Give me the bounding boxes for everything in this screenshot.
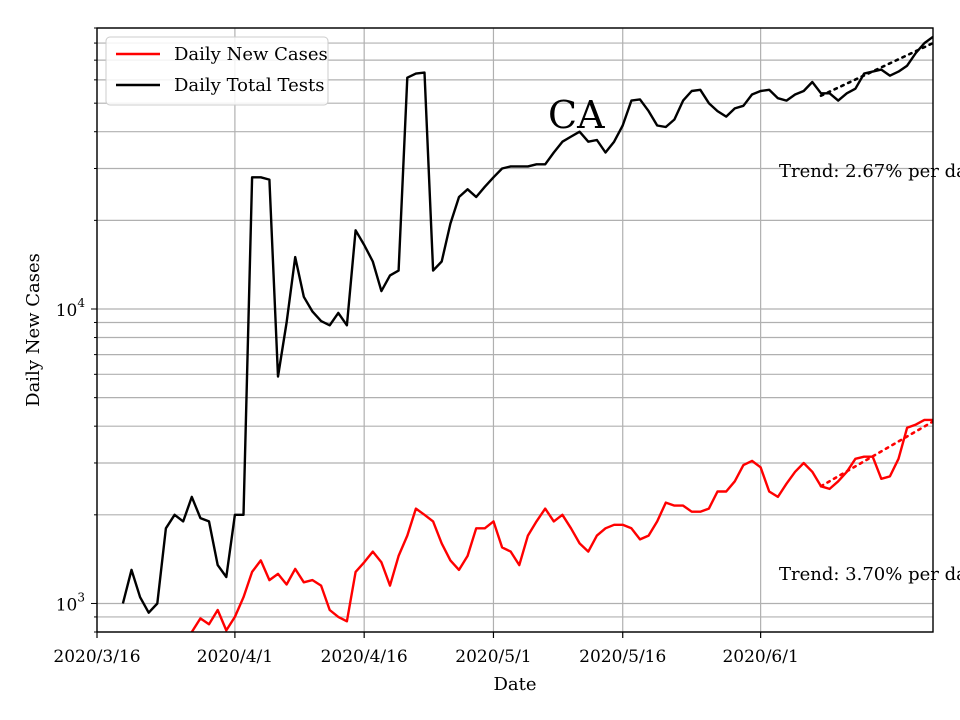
y-tick-label: 103 (56, 590, 85, 615)
plot-area (121, 35, 933, 632)
x-tick-label: 2020/4/16 (321, 647, 408, 667)
legend-box (105, 36, 329, 106)
series-line-daily-new-cases (190, 418, 933, 632)
plot-frame (96, 27, 934, 633)
y-axis-label: Daily New Cases (23, 253, 44, 407)
trend-label-tests: Trend: 2.67% per day (779, 161, 960, 182)
legend-label-tests: Daily Total Tests (174, 75, 324, 96)
legend-label-cases: Daily New Cases (174, 44, 328, 65)
x-tick-label: 2020/4/1 (197, 647, 273, 667)
x-axis-label: Date (493, 674, 536, 695)
chart-state-label: CA (548, 93, 605, 137)
y-tick-label: 104 (56, 296, 86, 321)
axes: 2020/3/16 2020/4/1 2020/4/16 2020/5/1 2020/5… (53, 27, 799, 667)
trend-line-cases (819, 420, 933, 488)
trend-label-cases: Trend: 3.70% per day (779, 564, 960, 585)
legend: Daily New Cases Daily Total Tests (105, 36, 329, 106)
trend-line-tests (819, 41, 933, 98)
series-line-daily-total-tests (121, 35, 933, 614)
x-tick-label: 2020/6/1 (722, 647, 798, 667)
x-tick-label: 2020/3/16 (53, 647, 140, 667)
grid-lines (96, 27, 933, 633)
x-tick-label: 2020/5/16 (579, 647, 666, 667)
x-tick-label: 2020/5/1 (455, 647, 531, 667)
